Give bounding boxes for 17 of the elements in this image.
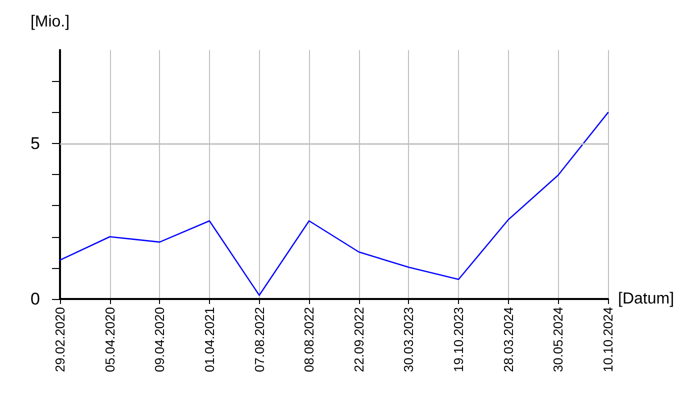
x-axis-title: [Datum] [618,290,674,308]
line-series [59,112,609,296]
x-tick-label: 09.04.2020 [152,307,168,372]
x-tick-label: 29.02.2020 [52,307,68,372]
y-tick-label: 5 [30,134,40,153]
x-tick-label: 10.10.2024 [600,307,616,372]
x-tick-label: 22.09.2022 [351,307,366,372]
x-tick-label: 01.04.2021 [202,307,217,372]
x-tick-label: 07.08.2022 [252,307,267,372]
x-tick-label: 28.03.2024 [500,307,516,372]
y-tick-label: 0 [30,290,40,308]
x-tick-label: 05.04.2020 [102,307,118,372]
y-axis-title: [Mio.] [30,14,70,30]
x-tick-label: 30.05.2024 [550,307,566,372]
x-tick-label: 30.03.2023 [401,307,416,372]
x-tick-label: 19.10.2023 [451,307,466,372]
x-tick-label: 08.08.2022 [302,307,317,372]
